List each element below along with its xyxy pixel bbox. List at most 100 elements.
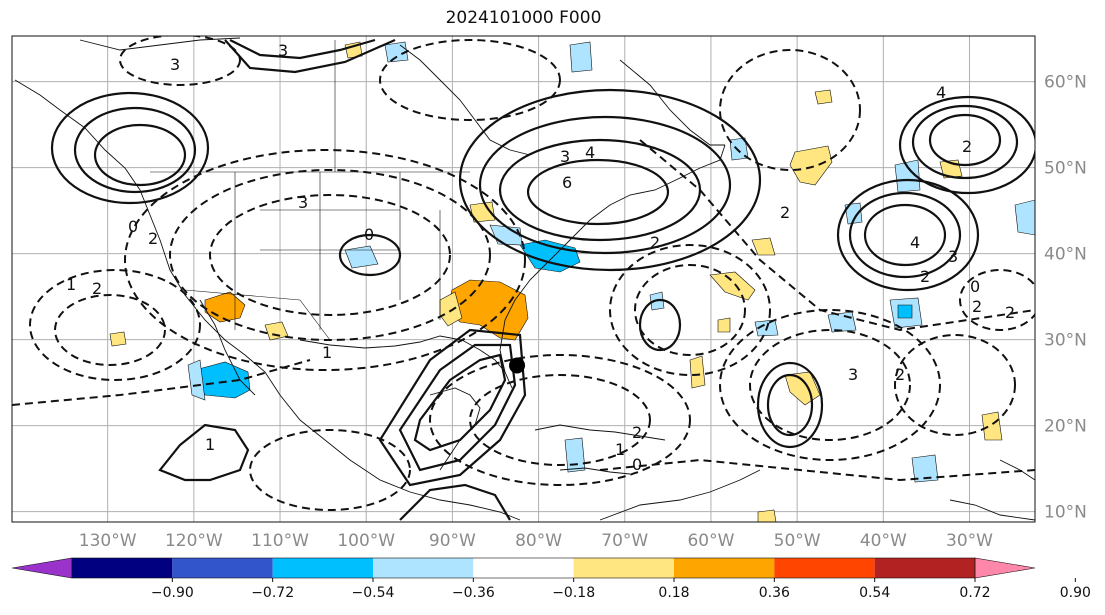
- colorbar-segment: [72, 558, 173, 578]
- map-title: 2024101000 F000: [445, 8, 602, 28]
- storm-position-marker: [509, 357, 526, 374]
- anomaly-patch-negative: [894, 159, 921, 193]
- coastlines: [14, 37, 1035, 521]
- contours-negative: [12, 36, 1035, 511]
- longitude-tick-label: 110°W: [251, 531, 309, 551]
- longitude-tick-label: 30°W: [946, 531, 993, 551]
- colorbar-tick-label: 0.54: [859, 585, 890, 601]
- contour-label: 2: [920, 267, 930, 286]
- anomaly-patch-positive: [981, 411, 1003, 441]
- anomaly-patch-positive: [109, 331, 127, 347]
- anomaly-patch-negative: [569, 41, 593, 73]
- graticule: [12, 36, 1035, 522]
- contour-label: 3: [560, 147, 570, 166]
- contour-labels: 3 4 6 2 2 1 0 0 2 3 2 1 0 2 4 3 2 0 1 2 …: [66, 41, 1015, 474]
- map-frame: [11, 35, 1036, 523]
- longitude-tick-label: 60°W: [687, 531, 734, 551]
- anomaly-patch-positive: [789, 145, 833, 186]
- contour-label: 3: [170, 55, 180, 74]
- longitude-tick-label: 120°W: [165, 531, 223, 551]
- colorbar-tick-label: 0.72: [959, 585, 990, 601]
- longitude-tick-label: 130°W: [79, 531, 137, 551]
- contour-label: 2: [148, 229, 158, 248]
- contour-label: 3: [848, 365, 858, 384]
- colorbar-tick-label: −0.54: [352, 585, 395, 601]
- colorbar-segment: [774, 558, 875, 578]
- contour-label: 6: [562, 173, 572, 192]
- anomaly-patch-negative: [844, 202, 863, 225]
- latitude-tick-label: 10°N: [1044, 503, 1087, 523]
- longitude-labels: 130°W 120°W 110°W 100°W 90°W 80°W 70°W 60°W 50°W…: [79, 531, 993, 551]
- contour-label: 2: [1005, 303, 1015, 322]
- anomaly-patch-negative: [911, 454, 939, 483]
- anomaly-patch-positive: [689, 355, 706, 389]
- contour-label: 1: [322, 343, 332, 362]
- anomaly-patch-positive: [709, 271, 756, 301]
- colorbar-tick-label: 0.90: [1060, 585, 1091, 601]
- anomaly-patch-negative: [897, 304, 913, 319]
- contour-label: 0: [128, 217, 138, 236]
- longitude-tick-label: 50°W: [774, 531, 821, 551]
- longitude-tick-label: 90°W: [429, 531, 476, 551]
- anomaly-patch-positive: [717, 317, 731, 333]
- anomaly-patch-negative: [1014, 199, 1035, 236]
- contour-label: 0: [632, 455, 642, 474]
- latitude-tick-label: 60°N: [1044, 73, 1087, 93]
- contour-label: 2: [92, 279, 102, 298]
- contour-label: 2: [962, 137, 972, 156]
- colorbar-extend-low: [11, 557, 73, 579]
- colorbar-segment: [874, 558, 975, 578]
- longitude-tick-label: 40°W: [860, 531, 907, 551]
- colorbar-segment: [272, 558, 373, 578]
- contour-label: 1: [615, 440, 625, 459]
- colorbar-extend-high: [974, 557, 1036, 579]
- colorbar-segment: [674, 558, 775, 578]
- contour-label: 3: [948, 247, 958, 266]
- map-panel: [12, 36, 1035, 522]
- contour-label: 2: [632, 423, 642, 442]
- contour-label: 1: [66, 275, 76, 294]
- contour-label: 2: [780, 203, 790, 222]
- colorbar-tick-label: −0.18: [552, 585, 595, 601]
- contours-positive: [50, 38, 1035, 521]
- colorbar-tick-label: −0.36: [452, 585, 495, 601]
- colorbar-tick-label: −0.72: [251, 585, 294, 601]
- contour-label: 4: [585, 143, 595, 162]
- anomaly-patch-positive: [751, 237, 776, 256]
- anomaly-patch-negative: [187, 359, 206, 401]
- colorbar-segment: [473, 558, 574, 578]
- anomaly-patch-positive: [814, 89, 833, 105]
- anomaly-patch-negative: [519, 239, 581, 273]
- colorbar-segment: [172, 558, 273, 578]
- longitude-tick-label: 70°W: [601, 531, 648, 551]
- colorbar-tick-label: −0.90: [151, 585, 194, 601]
- colorbar-segment: [373, 558, 474, 578]
- colorbar-tick-label: 0.36: [759, 585, 790, 601]
- anomaly-patch-positive: [264, 321, 289, 341]
- longitude-tick-label: 100°W: [337, 531, 395, 551]
- latitude-tick-label: 40°N: [1044, 245, 1087, 265]
- anomaly-patch-positive: [757, 509, 777, 522]
- anomaly-patch-negative: [564, 437, 586, 473]
- contour-label: 4: [910, 233, 920, 252]
- anomaly-patch-negative: [827, 311, 857, 333]
- contour-label: 3: [278, 41, 288, 60]
- contour-label: 2: [895, 365, 905, 384]
- latitude-labels: 60°N 50°N 40°N 30°N 20°N 10°N: [1044, 73, 1087, 523]
- contour-label: 4: [936, 83, 946, 102]
- latitude-tick-label: 20°N: [1044, 417, 1087, 437]
- latitude-tick-label: 30°N: [1044, 331, 1087, 351]
- colorbar: −0.90 −0.72 −0.54 −0.36 −0.18 0.18 0.36 0.54 0.7…: [11, 557, 1091, 601]
- contour-label: 3: [298, 193, 308, 212]
- contour-label: 2: [650, 233, 660, 252]
- contour-label: 0: [970, 277, 980, 296]
- contour-label: 2: [972, 297, 982, 316]
- colorbar-tick-label: 0.18: [658, 585, 689, 601]
- longitude-tick-label: 80°W: [515, 531, 562, 551]
- contour-label: 1: [205, 435, 215, 454]
- colorbar-outline: [71, 557, 976, 579]
- political-borders: [150, 40, 470, 341]
- colorbar-segment: [573, 558, 674, 578]
- anomaly-patch-negative: [344, 245, 379, 269]
